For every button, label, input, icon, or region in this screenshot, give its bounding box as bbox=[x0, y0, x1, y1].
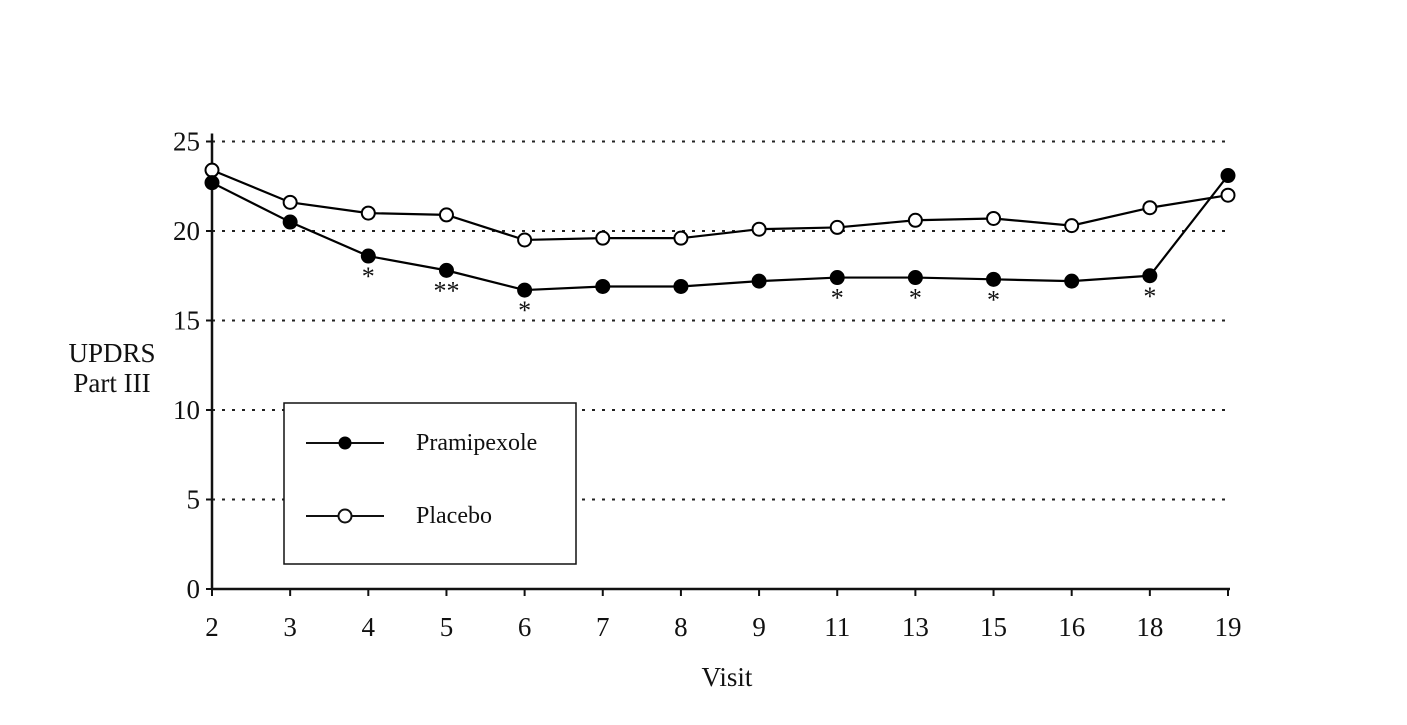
data-point-pramipexole bbox=[751, 273, 767, 289]
x-tick-label: 16 bbox=[1058, 612, 1085, 642]
data-point-pramipexole bbox=[907, 270, 923, 286]
data-point-placebo bbox=[1142, 200, 1158, 216]
legend-box bbox=[283, 402, 577, 565]
data-point-placebo bbox=[438, 207, 454, 223]
significance-marker: * bbox=[909, 284, 922, 313]
data-point-pramipexole bbox=[360, 248, 376, 264]
data-point-placebo bbox=[517, 232, 533, 248]
y-tick-label: 0 bbox=[187, 574, 201, 604]
x-tick-label: 3 bbox=[283, 612, 297, 642]
x-tick-label: 19 bbox=[1215, 612, 1242, 642]
x-tick-label: 11 bbox=[824, 612, 850, 642]
y-tick-label: 20 bbox=[173, 216, 200, 246]
x-tick-label: 5 bbox=[440, 612, 454, 642]
series-layer bbox=[204, 162, 1236, 298]
y-tick-label: 10 bbox=[173, 395, 200, 425]
data-point-placebo bbox=[673, 230, 689, 246]
data-point-pramipexole bbox=[517, 282, 533, 298]
data-point-pramipexole bbox=[673, 278, 689, 294]
data-point-pramipexole bbox=[204, 175, 220, 191]
data-point-pramipexole bbox=[282, 214, 298, 230]
data-point-placebo bbox=[986, 210, 1002, 226]
data-point-pramipexole bbox=[1220, 168, 1236, 184]
data-point-placebo bbox=[1220, 187, 1236, 203]
significance-marker: * bbox=[1143, 282, 1156, 311]
data-point-placebo bbox=[204, 162, 220, 178]
x-tick-label: 9 bbox=[752, 612, 766, 642]
significance-marker: * bbox=[987, 285, 1000, 314]
data-point-placebo bbox=[829, 219, 845, 235]
y-axis-title-line-2: Part III bbox=[73, 368, 150, 398]
x-tick-label: 13 bbox=[902, 612, 929, 642]
x-tick-label: 15 bbox=[980, 612, 1007, 642]
significance-marker: * bbox=[362, 262, 375, 291]
x-tick-label: 18 bbox=[1136, 612, 1163, 642]
y-tick-label: 5 bbox=[187, 485, 201, 515]
x-tick-label: 6 bbox=[518, 612, 532, 642]
significance-marker: * bbox=[831, 284, 844, 313]
data-point-placebo bbox=[1064, 218, 1080, 234]
legend-marker-placebo bbox=[337, 508, 353, 524]
y-ticks: 0 5 10 15 20 25 bbox=[173, 127, 212, 604]
legend: Pramipexole Placebo bbox=[283, 402, 577, 565]
series-line-pramipexole bbox=[211, 174, 1229, 292]
data-point-pramipexole bbox=[1064, 273, 1080, 289]
x-tick-label: 8 bbox=[674, 612, 688, 642]
significance-annotations: * *** * * * * bbox=[362, 262, 1157, 325]
y-axis-title-line-1: UPDRS bbox=[68, 338, 155, 368]
x-tick-label: 7 bbox=[596, 612, 610, 642]
data-point-placebo bbox=[360, 205, 376, 221]
data-point-pramipexole bbox=[1142, 268, 1158, 284]
data-point-pramipexole bbox=[829, 270, 845, 286]
axes bbox=[210, 133, 1230, 591]
x-tick-label: 2 bbox=[205, 612, 219, 642]
data-point-placebo bbox=[595, 230, 611, 246]
y-tick-label: 25 bbox=[173, 127, 200, 157]
legend-label-placebo: Placebo bbox=[416, 503, 492, 529]
significance-marker: ** bbox=[433, 276, 459, 305]
data-point-pramipexole bbox=[595, 278, 611, 294]
series-line-placebo bbox=[211, 169, 1229, 242]
data-point-pramipexole bbox=[438, 262, 454, 278]
data-point-pramipexole bbox=[986, 271, 1002, 287]
data-point-placebo bbox=[751, 221, 767, 237]
data-point-placebo bbox=[907, 212, 923, 228]
x-axis-title: Visit bbox=[702, 662, 753, 692]
legend-label-pramipexole: Pramipexole bbox=[416, 430, 537, 456]
x-ticks: 2 3 4 5 6 7 8 9 11 13 15 16 18 19 bbox=[205, 589, 1242, 642]
x-tick-label: 4 bbox=[362, 612, 376, 642]
significance-marker: * bbox=[518, 296, 531, 325]
legend-marker-pramipexole bbox=[338, 436, 352, 450]
y-tick-label: 15 bbox=[173, 306, 200, 336]
data-point-placebo bbox=[282, 194, 298, 210]
